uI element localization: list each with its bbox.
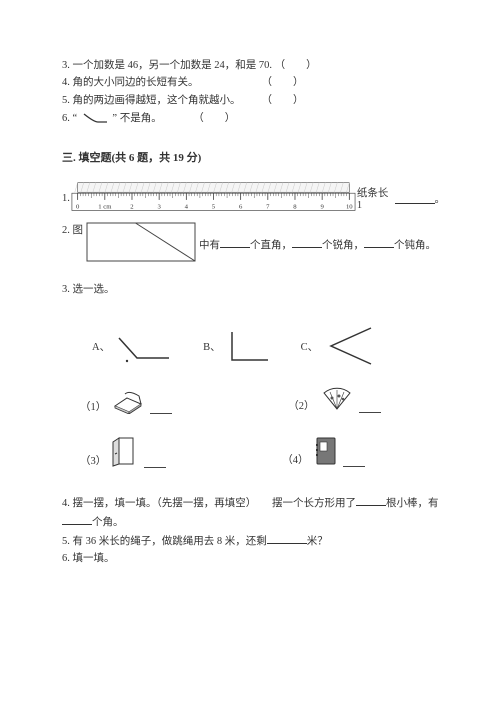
fill-q6: 6. 填一填。 [62, 551, 445, 567]
fill-q5: 5. 有 36 米长的绳子，做跳绳用去 8 米，还剩米？ [62, 532, 445, 550]
q2-t1: 中有 [199, 240, 220, 251]
svg-text:1 cm: 1 cm [98, 204, 112, 211]
q1-num: 1. [62, 193, 70, 204]
obj1-label: （1） [80, 399, 106, 414]
angle-A-icon [115, 328, 173, 364]
q2-blank2[interactable] [292, 236, 322, 248]
obj3-blank[interactable] [144, 458, 166, 468]
choice-B-label: B、 [203, 339, 221, 354]
q1-unit: 。 [435, 191, 446, 206]
svg-text:10: 10 [346, 204, 353, 211]
section-3-title: 三. 填空题(共 6 题，共 19 分) [62, 149, 445, 165]
q4-blank2[interactable] [62, 513, 92, 525]
angle-C-icon [323, 326, 375, 366]
q1-blank[interactable] [395, 192, 435, 204]
q4-blank1[interactable] [356, 494, 386, 506]
obj2-blank[interactable] [359, 403, 381, 413]
obj-3: （3） [80, 434, 166, 468]
obj4-label: （4） [282, 452, 308, 467]
fill-q2: 2. 图 中有 个直角， 个锐角， 个钝角。 [62, 222, 445, 262]
judge-q6: 6. “ ” 不是角。 （ ） [62, 110, 445, 127]
choice-C: C、 [301, 326, 376, 366]
door-open-icon [111, 434, 139, 468]
angle-mark-icon [80, 110, 110, 124]
obj4-blank[interactable] [343, 457, 365, 467]
judge-q3: 3. 一个加数是 46，另一个加数是 24，和是 70. （ ） [62, 58, 445, 74]
choice-A-label: A、 [92, 339, 110, 354]
fill-q4: 4. 摆一摆，填一填。（先摆一摆，再填空） 摆一个长方形用了根小棒，有个角。 [62, 494, 445, 531]
svg-text:2: 2 [130, 204, 133, 211]
q2-num: 2. 图 [62, 222, 83, 237]
book-icon [111, 386, 145, 414]
obj-2: （2） [288, 387, 380, 413]
q3-objects-row1: （1） （2） [62, 386, 445, 414]
q2-t4: 个钝角。 [394, 240, 436, 251]
rectangle-diagonal-figure [86, 222, 196, 262]
choice-A: A、 [92, 328, 173, 364]
q3-objects-row2: （3） （4） [62, 434, 445, 468]
q3-choices-row: A、 B、 C、 [62, 326, 445, 366]
choice-C-label: C、 [301, 339, 319, 354]
ruler-figure: 023456789101 cm [70, 180, 357, 216]
q1-suffix: 纸条长 1 [357, 185, 395, 211]
q5-blank[interactable] [267, 532, 307, 544]
fill-q1: 1. 023456789101 cm 纸条长 1 。 [62, 180, 445, 216]
q2-blank1[interactable] [220, 236, 250, 248]
obj-4: （4） [282, 435, 364, 467]
choice-B: B、 [203, 328, 271, 364]
obj3-label: （3） [80, 453, 106, 468]
obj-1: （1） [80, 386, 172, 414]
obj1-blank[interactable] [150, 404, 172, 414]
angle-B-icon [226, 328, 271, 364]
obj2-label: （2） [288, 398, 314, 413]
judge-q4: 4. 角的大小同边的长短有关。 （ ） [62, 75, 445, 91]
q2-t2: 个直角， [250, 240, 292, 251]
notebook-icon [314, 435, 338, 467]
q2-blank3[interactable] [364, 236, 394, 248]
q3-title: 3. 选一选。 [62, 282, 445, 298]
judge-q5: 5. 角的两边画得越短，这个角就越小。 （ ） [62, 93, 445, 109]
q2-t3: 个锐角， [322, 240, 364, 251]
fan-icon [320, 387, 354, 413]
